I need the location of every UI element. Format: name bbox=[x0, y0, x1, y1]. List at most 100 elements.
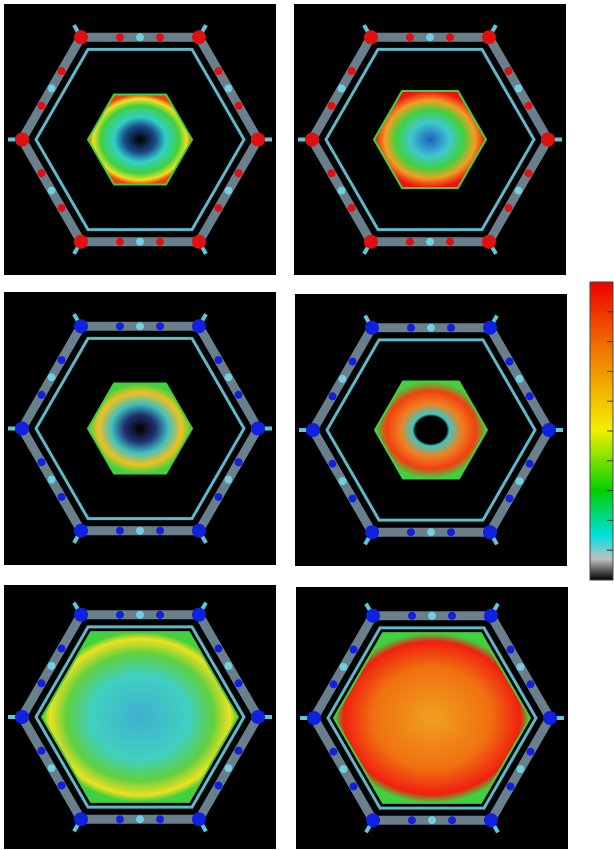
framework-node bbox=[307, 711, 321, 725]
framework-atom bbox=[426, 33, 434, 42]
density-map bbox=[87, 382, 193, 475]
framework-atom bbox=[516, 662, 525, 671]
framework-node bbox=[364, 30, 378, 45]
density-map bbox=[87, 93, 193, 186]
framework-atom bbox=[136, 526, 144, 535]
framework-atom bbox=[428, 611, 436, 620]
framework-node bbox=[37, 679, 46, 688]
framework-node bbox=[234, 101, 243, 110]
framework-atom bbox=[337, 84, 346, 93]
framework-node bbox=[407, 611, 416, 620]
framework-node bbox=[506, 782, 515, 791]
framework-node bbox=[447, 323, 456, 332]
framework-node bbox=[526, 747, 535, 756]
framework-node bbox=[156, 815, 165, 824]
framework-node bbox=[74, 319, 88, 334]
framework-atom bbox=[514, 84, 523, 93]
framework-node bbox=[405, 33, 414, 42]
framework-node bbox=[57, 356, 66, 365]
framework-node bbox=[37, 458, 46, 467]
framework-atom bbox=[47, 84, 56, 93]
framework-node bbox=[504, 67, 513, 76]
framework-node bbox=[192, 812, 206, 827]
framework-node bbox=[347, 203, 356, 212]
framework-node bbox=[57, 492, 66, 501]
framework-atom bbox=[136, 815, 144, 824]
framework-node bbox=[483, 525, 497, 540]
framework-node bbox=[305, 132, 319, 147]
framework-node bbox=[251, 132, 265, 147]
framework-node bbox=[251, 421, 265, 436]
framework-node bbox=[57, 644, 66, 653]
framework-atom bbox=[47, 475, 56, 484]
framework-node bbox=[484, 813, 498, 828]
framework-atom bbox=[515, 374, 524, 383]
framework-node bbox=[234, 458, 243, 467]
framework-node bbox=[366, 813, 380, 828]
framework-node bbox=[192, 30, 206, 45]
framework-node bbox=[37, 169, 46, 178]
framework-node bbox=[329, 747, 338, 756]
framework-node bbox=[446, 33, 455, 42]
framework-node bbox=[405, 237, 414, 246]
framework-node bbox=[366, 608, 380, 623]
framework-atom bbox=[47, 764, 56, 773]
framework-atom bbox=[136, 33, 144, 42]
framework-node bbox=[214, 781, 223, 790]
framework-node bbox=[406, 528, 415, 537]
framework-atom bbox=[428, 816, 436, 825]
framework-atom bbox=[516, 765, 525, 774]
framework-ring bbox=[326, 626, 538, 810]
framework-node bbox=[543, 711, 557, 725]
framework-node bbox=[156, 610, 165, 619]
framework-node bbox=[214, 203, 223, 212]
framework-node bbox=[37, 390, 46, 399]
framework-node bbox=[37, 101, 46, 110]
framework-node bbox=[74, 607, 88, 622]
framework-node bbox=[347, 67, 356, 76]
framework-atom bbox=[514, 186, 523, 195]
framework-atom bbox=[337, 186, 346, 195]
framework-node bbox=[483, 320, 497, 335]
framework-node bbox=[306, 423, 320, 437]
framework-node bbox=[364, 234, 378, 249]
framework-atom bbox=[427, 323, 435, 332]
framework-node bbox=[234, 169, 243, 178]
density-map bbox=[41, 631, 239, 803]
framework-node bbox=[541, 132, 555, 147]
framework-node bbox=[448, 816, 457, 825]
framework-node bbox=[192, 523, 206, 538]
framework-node bbox=[156, 526, 165, 535]
framework-node bbox=[234, 746, 243, 755]
framework-node bbox=[156, 237, 165, 246]
framework-atom bbox=[338, 374, 347, 383]
framework-node bbox=[328, 459, 337, 468]
framework-node bbox=[192, 234, 206, 249]
framework-node bbox=[349, 645, 358, 654]
framework-node bbox=[504, 203, 513, 212]
framework-node bbox=[115, 526, 124, 535]
framework-atom bbox=[224, 661, 233, 670]
framework-node bbox=[115, 237, 124, 246]
density-map bbox=[374, 380, 488, 480]
framework-node bbox=[251, 710, 265, 724]
framework-node bbox=[214, 356, 223, 365]
framework-atom bbox=[136, 322, 144, 331]
framework-ring bbox=[34, 47, 246, 232]
framework-node bbox=[74, 234, 88, 249]
framework-atom bbox=[515, 477, 524, 486]
framework-node bbox=[15, 710, 29, 724]
framework-node bbox=[524, 101, 533, 110]
framework-atom bbox=[136, 610, 144, 619]
framework-node bbox=[156, 33, 165, 42]
framework-atom bbox=[224, 373, 233, 382]
framework-node bbox=[214, 67, 223, 76]
framework-node bbox=[192, 607, 206, 622]
framework-node bbox=[525, 392, 534, 401]
framework-node bbox=[482, 234, 496, 249]
framework-node bbox=[525, 459, 534, 468]
framework-node bbox=[37, 746, 46, 755]
framework-node bbox=[15, 421, 29, 436]
